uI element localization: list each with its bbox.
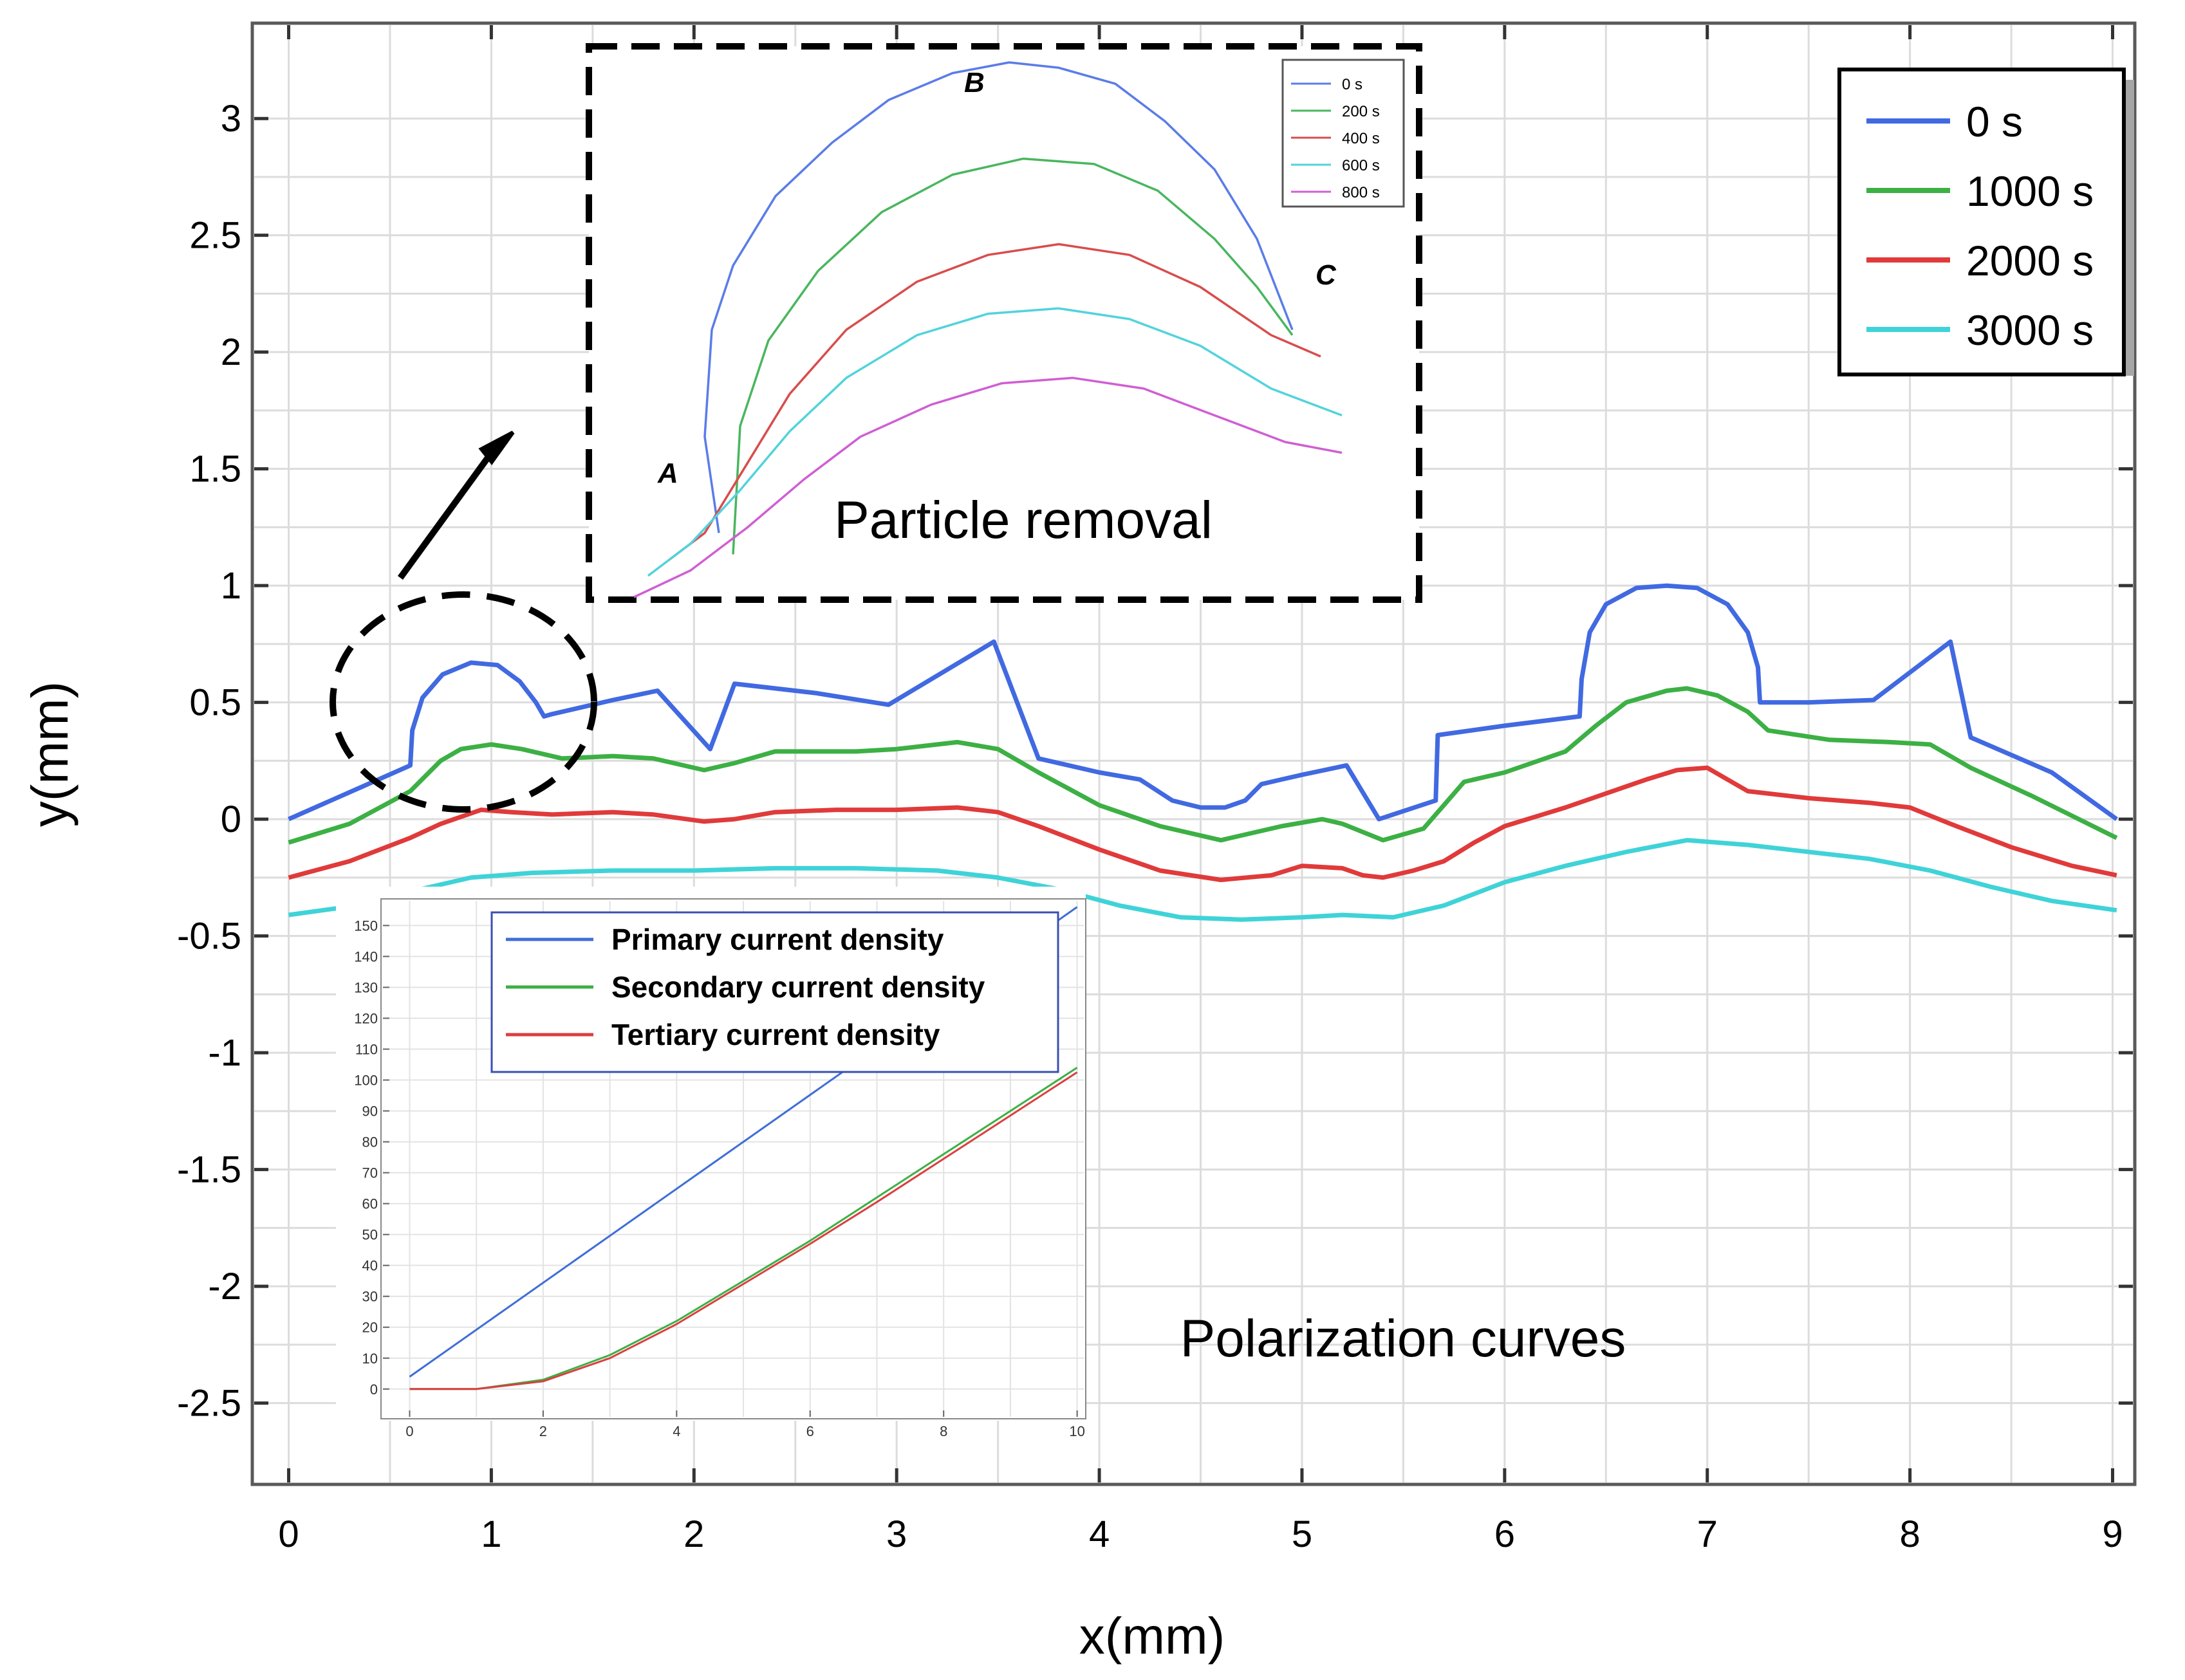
x-tick-label: 2	[683, 1513, 704, 1555]
y-tick-label: 3	[221, 98, 241, 140]
pol-x-tick-label: 8	[940, 1423, 947, 1439]
pol-y-tick-label: 50	[362, 1227, 378, 1243]
particle-legend-label: 800 s	[1342, 184, 1380, 201]
particle-removal-legend-items: 0 s 200 s 400 s 600 s 800 s	[1291, 76, 1380, 201]
particle-removal-inset	[586, 43, 1422, 603]
arrow-head	[478, 430, 515, 465]
x-tick-label: 5	[1292, 1513, 1312, 1555]
pol-x-tick-label: 4	[673, 1423, 680, 1439]
pol-y-tick-label: 110	[355, 1042, 378, 1058]
series-line-3000-s	[288, 838, 2117, 922]
pol-series-line-tertiary	[409, 1071, 1078, 1390]
pol-y-tick-label: 140	[354, 948, 378, 965]
pol-legend-label: Tertiary current density	[611, 1018, 940, 1051]
legend-label: 1000 s	[1966, 167, 2094, 215]
particle-series-line-400-s	[668, 243, 1321, 561]
particle-removal-series	[633, 61, 1343, 598]
main-series	[288, 583, 2118, 922]
particle-series-line-0-s	[703, 61, 1294, 533]
x-tick-label: 1	[481, 1513, 501, 1555]
polarization-curves-annotation: Polarization curves	[1180, 1309, 1626, 1368]
x-tick-label: 8	[1899, 1513, 1920, 1555]
legend-label: 2000 s	[1966, 237, 2094, 284]
particle-legend-label: 600 s	[1342, 157, 1380, 174]
pol-legend-label: Secondary current density	[611, 970, 985, 1004]
series-line-1000-s	[288, 686, 2118, 845]
pol-y-tick-label: 60	[362, 1196, 378, 1212]
legend-label: 3000 s	[1966, 306, 2094, 354]
y-axis-label: y(mm)	[21, 681, 79, 827]
y-tick-label: 1	[221, 565, 241, 607]
series-line-0-s	[288, 583, 2118, 822]
pol-x-tick-label: 0	[405, 1423, 413, 1439]
particle-series-line-600-s	[647, 307, 1343, 577]
pol-y-tick-label: 150	[354, 918, 378, 934]
main-x-tick-labels: 0 1 2 3 4 5 6 7 8 9	[278, 1513, 2123, 1555]
series-line-2000-s	[288, 765, 2117, 882]
pol-y-tick-label: 40	[362, 1258, 378, 1274]
main-legend-items: 0 s 1000 s 2000 s 3000 s	[1866, 98, 2094, 354]
x-tick-label: 3	[886, 1513, 907, 1555]
particle-legend-label: 200 s	[1342, 103, 1380, 120]
pol-y-tick-label: 0	[370, 1381, 378, 1398]
pol-y-tick-label: 20	[362, 1320, 378, 1336]
pol-y-tick-label: 100	[354, 1073, 378, 1089]
pol-series-line-secondary	[409, 1067, 1078, 1390]
pol-x-tick-label: 6	[806, 1423, 814, 1439]
point-label-a: A	[657, 457, 678, 489]
pol-y-tick-label: 10	[362, 1351, 378, 1367]
polarization-tick-labels: 0 10 20 30 40 50 60 70 80 90 100 110 120 130 140 150 0 2 4…	[354, 918, 1085, 1439]
x-tick-label: 9	[2102, 1513, 2123, 1555]
pol-x-tick-label: 10	[1069, 1423, 1084, 1439]
y-tick-label: -1.5	[177, 1149, 241, 1191]
particle-legend-label: 400 s	[1342, 130, 1380, 147]
pol-y-tick-label: 70	[362, 1165, 378, 1181]
x-axis-label: x(mm)	[1079, 1607, 1225, 1665]
legend-label: 0 s	[1966, 98, 2023, 145]
y-tick-label: 0	[221, 798, 241, 840]
main-y-tick-labels: 3 2.5 2 1.5 1 0.5 0 -0.5 -1 -1.5 -2 -2.5	[177, 98, 241, 1424]
particle-series-line-200-s	[732, 157, 1294, 555]
pol-y-tick-label: 80	[362, 1134, 378, 1150]
y-tick-label: -1	[208, 1032, 241, 1074]
y-tick-label: 0.5	[189, 682, 241, 724]
highlight-ellipse	[330, 591, 597, 813]
point-label-c: C	[1316, 259, 1337, 291]
pol-y-tick-label: 90	[362, 1103, 378, 1120]
pol-y-tick-label: 30	[362, 1289, 378, 1305]
polarization-legend-items: Primary current density Secondary current…	[506, 923, 985, 1051]
x-tick-label: 4	[1089, 1513, 1110, 1555]
particle-legend-label: 0 s	[1342, 76, 1362, 93]
x-tick-label: 7	[1697, 1513, 1718, 1555]
particle-removal-title: Particle removal	[834, 491, 1213, 549]
x-tick-label: 6	[1494, 1513, 1515, 1555]
pol-x-tick-label: 2	[539, 1423, 547, 1439]
pol-y-tick-label: 130	[354, 979, 378, 995]
y-tick-label: 2	[221, 331, 241, 373]
arrow-shaft	[397, 443, 500, 580]
y-tick-label: 1.5	[189, 448, 241, 490]
y-tick-label: -2.5	[177, 1383, 241, 1425]
point-label-b: B	[964, 67, 985, 98]
y-tick-label: 2.5	[189, 215, 241, 257]
y-tick-label: -0.5	[177, 916, 241, 957]
pol-y-tick-label: 120	[354, 1010, 378, 1026]
x-tick-label: 0	[278, 1513, 299, 1555]
particle-series-line-800-s	[633, 376, 1343, 598]
y-tick-label: -2	[208, 1266, 241, 1307]
pol-legend-label: Primary current density	[611, 923, 944, 956]
